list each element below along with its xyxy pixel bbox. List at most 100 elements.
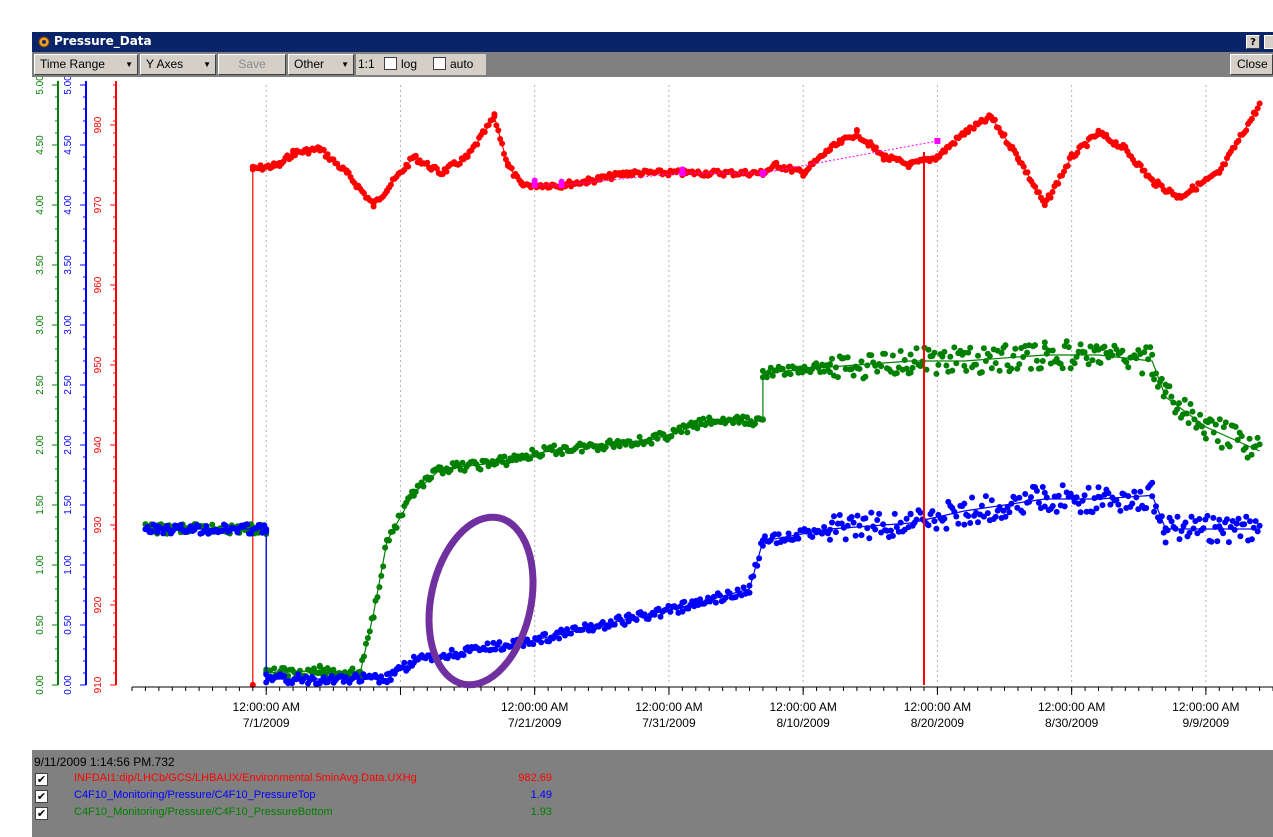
data-point: [1123, 359, 1130, 366]
data-point: [874, 368, 881, 375]
data-point: [1109, 352, 1116, 359]
data-point: [1252, 110, 1259, 117]
y-axes-dropdown[interactable]: Y Axes ▼: [140, 54, 216, 75]
data-point: [481, 129, 488, 135]
data-point: [361, 653, 367, 660]
data-point: [144, 523, 151, 530]
data-point: [1145, 356, 1152, 363]
data-point: [1218, 444, 1225, 451]
data-point: [1201, 430, 1207, 437]
data-point: [1125, 493, 1132, 500]
legend-checkbox[interactable]: ✔: [35, 773, 48, 786]
data-point: [1041, 489, 1048, 496]
x-tick-label: 8/20/2009: [911, 716, 965, 730]
data-point: [568, 630, 574, 637]
close-button[interactable]: Close: [1230, 54, 1273, 75]
data-point: [961, 521, 968, 528]
data-point: [1178, 528, 1185, 534]
other-dropdown[interactable]: Other ▼: [288, 54, 354, 75]
data-point: [1129, 500, 1136, 507]
data-point: [657, 613, 664, 620]
window-title: Pressure_Data: [54, 34, 152, 48]
data-point: [1006, 509, 1013, 516]
y-tick-label: 2.50: [63, 375, 74, 395]
y-tick-label: 2.00: [35, 435, 46, 455]
data-point: [420, 483, 427, 490]
data-point: [681, 598, 688, 605]
data-point: [1193, 186, 1200, 193]
data-point: [1041, 344, 1048, 351]
data-point: [813, 360, 820, 367]
data-point: [1133, 355, 1140, 362]
data-point: [447, 467, 454, 473]
data-point: [1107, 501, 1114, 508]
data-point: [636, 433, 643, 440]
data-point: [1035, 499, 1042, 506]
data-point: [320, 146, 327, 153]
data-point: [311, 676, 317, 682]
data-point: [1191, 416, 1198, 423]
data-point: [836, 512, 843, 518]
data-point: [809, 534, 816, 540]
data-point: [1149, 351, 1156, 358]
y-tick-label: 920: [93, 596, 104, 613]
log-checkbox[interactable]: [384, 57, 397, 70]
data-point: [1041, 339, 1048, 346]
y-tick-label: 2.50: [35, 375, 46, 395]
data-point: [1039, 358, 1046, 364]
data-point: [759, 170, 766, 176]
data-point: [1074, 149, 1081, 156]
data-point: [706, 414, 713, 421]
data-point: [694, 425, 701, 432]
data-point: [844, 354, 851, 361]
data-point: [710, 593, 717, 600]
y-tick-label: 930: [93, 516, 104, 533]
data-point: [907, 351, 914, 358]
ratio-label[interactable]: 1:1: [358, 57, 375, 71]
data-point: [1241, 521, 1248, 528]
y-tick-label: 1.00: [63, 555, 74, 575]
data-point: [697, 596, 704, 603]
data-point: [648, 440, 655, 447]
data-point: [1131, 488, 1138, 495]
data-point: [746, 582, 753, 589]
y-tick-label: 970: [93, 196, 104, 213]
data-point: [951, 140, 958, 147]
data-point: [684, 429, 691, 436]
pressure-chart[interactable]: 0.00 0.50 1.00 1.50 2.00 2.50 3.00 3.50 4.00 4.50…: [32, 77, 1273, 750]
data-point: [559, 451, 566, 458]
data-point: [428, 474, 435, 481]
data-point: [1243, 127, 1250, 134]
data-point: [876, 510, 883, 517]
window-menu-button[interactable]: [1264, 35, 1273, 49]
data-point: [975, 519, 981, 526]
help-button[interactable]: ?: [1246, 35, 1260, 49]
data-point: [1079, 497, 1086, 504]
data-point: [891, 510, 898, 517]
data-point: [678, 429, 685, 436]
legend-checkbox[interactable]: ✔: [35, 790, 48, 803]
data-point: [1204, 512, 1211, 519]
save-button[interactable]: Save: [218, 54, 286, 75]
data-point: [1248, 115, 1255, 122]
data-point: [667, 608, 674, 615]
y-tick-label: 3.00: [35, 315, 46, 335]
data-point: [1200, 525, 1207, 532]
data-point: [882, 350, 888, 357]
data-point: [316, 662, 323, 669]
data-point: [292, 152, 298, 159]
data-point: [852, 532, 859, 539]
legend-series-value: 982.69: [518, 772, 552, 784]
legend-checkbox[interactable]: ✔: [35, 807, 48, 820]
data-point: [1016, 361, 1023, 368]
data-point: [917, 509, 924, 516]
data-point: [611, 621, 618, 628]
data-point: [485, 122, 492, 128]
data-point: [973, 361, 979, 368]
data-point: [556, 635, 563, 642]
data-point: [1226, 443, 1233, 450]
data-point: [1190, 525, 1197, 532]
time-range-dropdown[interactable]: Time Range ▼: [34, 54, 138, 75]
auto-checkbox[interactable]: [433, 57, 446, 70]
data-point: [633, 617, 640, 623]
